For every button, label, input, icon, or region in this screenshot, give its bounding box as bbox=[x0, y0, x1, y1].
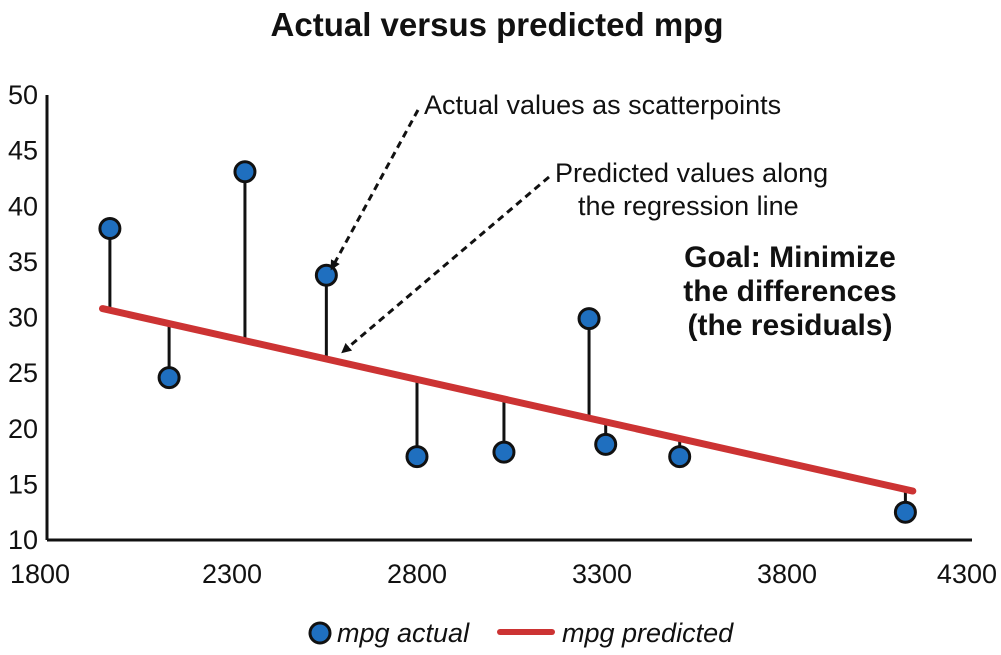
axes: 10 15 20 25 30 35 40 45 50 1800 2300 2800 3300 3800 43… bbox=[8, 80, 997, 589]
legend-label-actual: mpg actual bbox=[337, 618, 470, 648]
y-tick-label: 35 bbox=[8, 247, 38, 277]
scatter-point bbox=[157, 366, 181, 390]
y-tick-label: 25 bbox=[8, 358, 38, 388]
chart-title: Actual versus predicted mpg bbox=[271, 6, 724, 43]
scatter-point bbox=[405, 445, 429, 469]
scatter-point bbox=[577, 307, 601, 331]
scatter-point bbox=[492, 440, 516, 464]
regression-line-group bbox=[99, 305, 917, 495]
y-tick-label: 40 bbox=[8, 191, 38, 221]
legend-marker-actual bbox=[308, 621, 332, 645]
scatter-point bbox=[233, 160, 257, 184]
scatter-point bbox=[668, 445, 692, 469]
goal-line1: Goal: Minimize bbox=[684, 241, 896, 274]
y-tick-label: 45 bbox=[8, 136, 38, 166]
goal-line3: (the residuals) bbox=[687, 309, 892, 342]
y-tick-label: 15 bbox=[8, 469, 38, 499]
y-tick-label: 30 bbox=[8, 303, 38, 333]
y-tick-label: 10 bbox=[8, 525, 38, 555]
x-tick-label: 2300 bbox=[202, 559, 262, 589]
legend-label-predicted: mpg predicted bbox=[562, 618, 734, 648]
scatter-point bbox=[98, 217, 122, 240]
y-tick-label: 20 bbox=[8, 414, 38, 444]
scatter-points bbox=[98, 160, 917, 524]
scatter-point bbox=[594, 432, 618, 456]
annotation-predicted-line2: the regression line bbox=[578, 191, 799, 221]
scatter-point bbox=[893, 500, 917, 524]
goal-line2: the differences bbox=[683, 275, 896, 308]
x-tick-label: 2800 bbox=[387, 559, 447, 589]
x-tick-label: 3300 bbox=[572, 559, 632, 589]
y-tick-label: 50 bbox=[8, 80, 38, 110]
regression-line bbox=[99, 305, 917, 495]
x-tick-label: 3800 bbox=[757, 559, 817, 589]
annotation-predicted-line1: Predicted values along bbox=[555, 158, 828, 188]
x-tick-label: 1800 bbox=[10, 559, 70, 589]
annotation-arrow-predicted bbox=[341, 175, 550, 354]
annotation-actual-values: Actual values as scatterpoints bbox=[424, 90, 781, 120]
scatter-point bbox=[314, 263, 338, 287]
x-tick-label: 4300 bbox=[937, 559, 997, 589]
legend: mpg actual mpg predicted bbox=[308, 618, 734, 648]
annotation-arrow-actual bbox=[330, 109, 420, 271]
